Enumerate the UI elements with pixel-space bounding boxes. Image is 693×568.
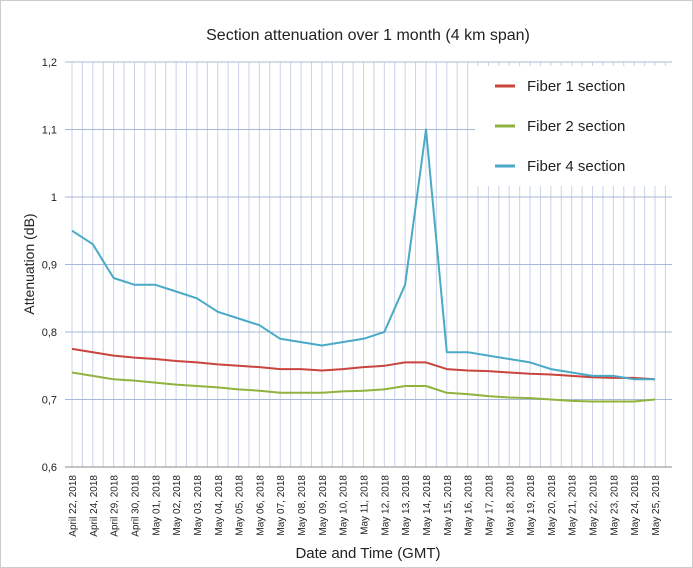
x-tick-label: April 29, 2018 xyxy=(110,475,121,537)
y-axis-label: Attenuation (dB) xyxy=(21,213,37,314)
x-tick-label: May 01, 2018 xyxy=(151,475,162,536)
x-tick-label: May 02, 2018 xyxy=(172,475,183,536)
series-line xyxy=(71,128,655,381)
legend-label: Fiber 2 section xyxy=(527,118,625,135)
y-tick-label: 0,6 xyxy=(42,462,57,474)
y-tick-label: 1,2 xyxy=(42,57,57,69)
x-tick-label: May 18, 2018 xyxy=(505,475,516,536)
x-tick-label: May 11, 2018 xyxy=(360,475,371,535)
x-tick-label: May 12, 2018 xyxy=(380,475,391,536)
x-tick-label: May 06, 2018 xyxy=(255,475,266,536)
x-tick-label: May 22, 2018 xyxy=(589,475,600,536)
y-tick-label: 0,9 xyxy=(42,260,57,272)
x-tick-label: May 21, 2018 xyxy=(568,475,579,536)
y-tick-label: 1,1 xyxy=(42,125,57,137)
x-tick-label: May 20, 2018 xyxy=(547,475,558,536)
x-tick-label: May 19, 2018 xyxy=(526,475,537,536)
x-tick-label: May 09, 2018 xyxy=(318,475,329,536)
x-tick-label: May 15, 2018 xyxy=(443,475,454,536)
chart-title: Section attenuation over 1 month (4 km s… xyxy=(206,27,530,44)
y-tick-label: 0,8 xyxy=(42,327,57,339)
x-tick-label: May 24, 2018 xyxy=(630,475,641,536)
series-line xyxy=(71,347,656,381)
x-tick-label: April 30, 2018 xyxy=(130,475,141,537)
x-tick-label: May 04, 2018 xyxy=(214,475,225,536)
x-tick-label: April 22, 2018 xyxy=(68,475,79,537)
x-axis-label: Date and Time (GMT) xyxy=(295,545,440,562)
x-tick-label: May 17, 2018 xyxy=(484,475,495,536)
legend-label: Fiber 1 section xyxy=(527,78,625,95)
x-tick-label: May 23, 2018 xyxy=(609,475,620,536)
y-tick-label: 1 xyxy=(51,192,57,204)
x-tick-label: May 05, 2018 xyxy=(235,475,246,536)
series-line xyxy=(71,371,656,403)
x-tick-label: May 16, 2018 xyxy=(464,475,475,536)
x-tick-label: May 10, 2018 xyxy=(339,475,350,536)
y-tick-label: 0,7 xyxy=(42,395,57,407)
x-tick-label: May 08, 2018 xyxy=(297,475,308,536)
x-tick-label: May 03, 2018 xyxy=(193,475,204,536)
x-tick-label: May 25, 2018 xyxy=(651,475,662,536)
x-tick-label: May 07, 2018 xyxy=(276,475,287,536)
legend-label: Fiber 4 section xyxy=(527,158,625,175)
x-tick-label: May 14, 2018 xyxy=(422,475,433,536)
x-tick-label: April 24, 2018 xyxy=(89,475,100,537)
x-tick-label: May 13, 2018 xyxy=(401,475,412,536)
